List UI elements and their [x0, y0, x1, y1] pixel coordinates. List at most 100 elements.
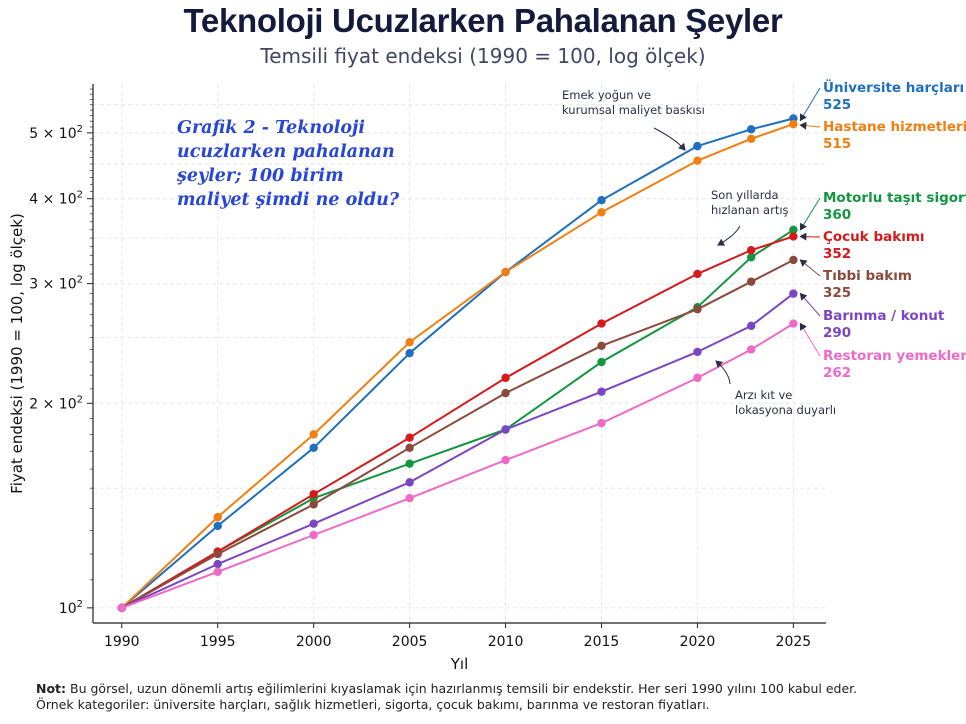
series-line	[121, 292, 795, 609]
x-tick-label: 2015	[584, 634, 620, 650]
data-point	[309, 430, 318, 439]
x-tick-label: 2025	[776, 634, 812, 650]
data-point	[213, 559, 222, 569]
data-point	[213, 512, 222, 522]
series-label-value: 525	[823, 97, 851, 113]
annotation-arrow	[717, 225, 741, 246]
data-point	[405, 337, 414, 347]
footnote-line-1: Bu görsel, uzun dönemli artış eğilimleri…	[70, 681, 858, 696]
data-point	[789, 232, 798, 241]
inset-caption-line: şeyler; 100 birim	[176, 166, 344, 186]
data-point	[746, 321, 756, 331]
x-axis-title: Yıl	[450, 655, 469, 673]
data-point	[309, 530, 318, 540]
data-point	[597, 208, 606, 217]
y-tick-label: 5 × 102	[29, 124, 83, 142]
data-point	[693, 141, 702, 151]
y-tick-label: 102	[59, 599, 83, 617]
label-leader	[799, 87, 821, 122]
series-label-value: 352	[823, 246, 851, 262]
data-point	[309, 489, 318, 499]
data-point	[597, 319, 606, 328]
data-point	[693, 156, 702, 165]
data-point	[746, 253, 756, 262]
x-tick-label: 2005	[392, 634, 428, 650]
data-point	[693, 269, 702, 279]
series-label-name: Çocuk bakımı	[823, 229, 925, 245]
y-tick-label: 4 × 102	[29, 190, 83, 208]
data-point	[597, 195, 606, 205]
annotation-arrow	[653, 127, 686, 151]
footnote: Not: Bu görsel, uzun dönemli artış eğili…	[36, 681, 936, 713]
label-leader	[799, 197, 821, 231]
data-point	[117, 603, 126, 613]
data-point	[405, 433, 414, 442]
data-point	[746, 245, 756, 255]
data-point	[693, 347, 702, 357]
data-point	[746, 125, 756, 134]
data-point	[405, 459, 414, 468]
data-point	[309, 519, 318, 528]
data-point	[213, 549, 222, 559]
data-point	[789, 255, 798, 265]
y-tick-label: 3 × 102	[29, 275, 83, 293]
data-point	[501, 388, 510, 398]
data-point	[501, 425, 510, 434]
footnote-line-2: Örnek kategoriler: üniversite harçları, …	[36, 697, 710, 712]
annotation-text: Emek yoğun ve	[562, 88, 651, 102]
series-label-name: Barınma / konut	[823, 308, 945, 324]
inset-caption-line: Grafik 2 - Teknoloji	[177, 118, 365, 138]
series-label-value: 325	[823, 285, 851, 301]
data-point	[789, 289, 798, 298]
chart-title: Teknoloji Ucuzlarken Pahalanan Şeyler	[183, 2, 783, 39]
series-label-value: 360	[823, 207, 851, 223]
series-label-name: Üniversite harçları	[823, 78, 964, 96]
line-chart: 1990 1995 2000 2005 2010 2015 2020 2025 102 2 × 1…	[8, 78, 966, 673]
annotation-text: Arzı kıt ve	[735, 388, 792, 402]
data-point	[309, 500, 318, 509]
axes: 1990 1995 2000 2005 2010 2015 2020 2025 102 2 × 1…	[8, 84, 826, 673]
annotation-text: Son yıllarda	[711, 188, 779, 202]
footnote-label: Not:	[36, 681, 67, 696]
data-point	[789, 225, 798, 235]
x-tick-label: 1995	[200, 634, 236, 650]
series-label-name: Tıbbi bakım	[823, 268, 912, 284]
data-point	[597, 357, 606, 367]
y-axis-title: Fiyat endeksi (1990 = 100, log ölçek)	[8, 213, 26, 494]
series-label-name: Motorlu taşıt sigortası	[823, 190, 966, 206]
annotation-text: kurumsal maliyet baskısı	[562, 103, 705, 117]
data-point	[213, 567, 222, 576]
label-leader	[799, 121, 821, 130]
data-point	[405, 478, 414, 487]
data-point	[597, 387, 606, 396]
data-point	[309, 443, 318, 452]
data-point	[746, 345, 756, 354]
data-point	[597, 418, 606, 428]
label-leader	[799, 259, 821, 277]
data-point	[746, 134, 756, 144]
series-line	[121, 322, 794, 609]
data-point	[597, 341, 606, 351]
series-label-value: 515	[823, 136, 851, 152]
data-point	[693, 373, 702, 383]
data-point	[501, 373, 510, 383]
data-point	[405, 348, 414, 358]
data-point	[405, 493, 414, 503]
series-label-value: 262	[823, 365, 851, 381]
data-point	[213, 521, 222, 531]
x-tick-label: 2010	[488, 634, 524, 650]
data-point	[501, 455, 510, 465]
annotation-text: lokasyona duyarlı	[735, 403, 836, 417]
label-leader	[799, 292, 821, 317]
x-tick-label: 1990	[104, 634, 140, 650]
inset-caption-line: ucuzlarken pahalanan	[177, 142, 395, 162]
data-point	[746, 277, 756, 286]
x-tick-label: 2020	[680, 634, 716, 650]
series-label-name: Restoran yemekleri	[823, 348, 966, 364]
data-point	[501, 267, 510, 277]
data-point	[789, 119, 798, 129]
data-point	[789, 319, 798, 328]
annotation-arrow	[715, 360, 731, 385]
